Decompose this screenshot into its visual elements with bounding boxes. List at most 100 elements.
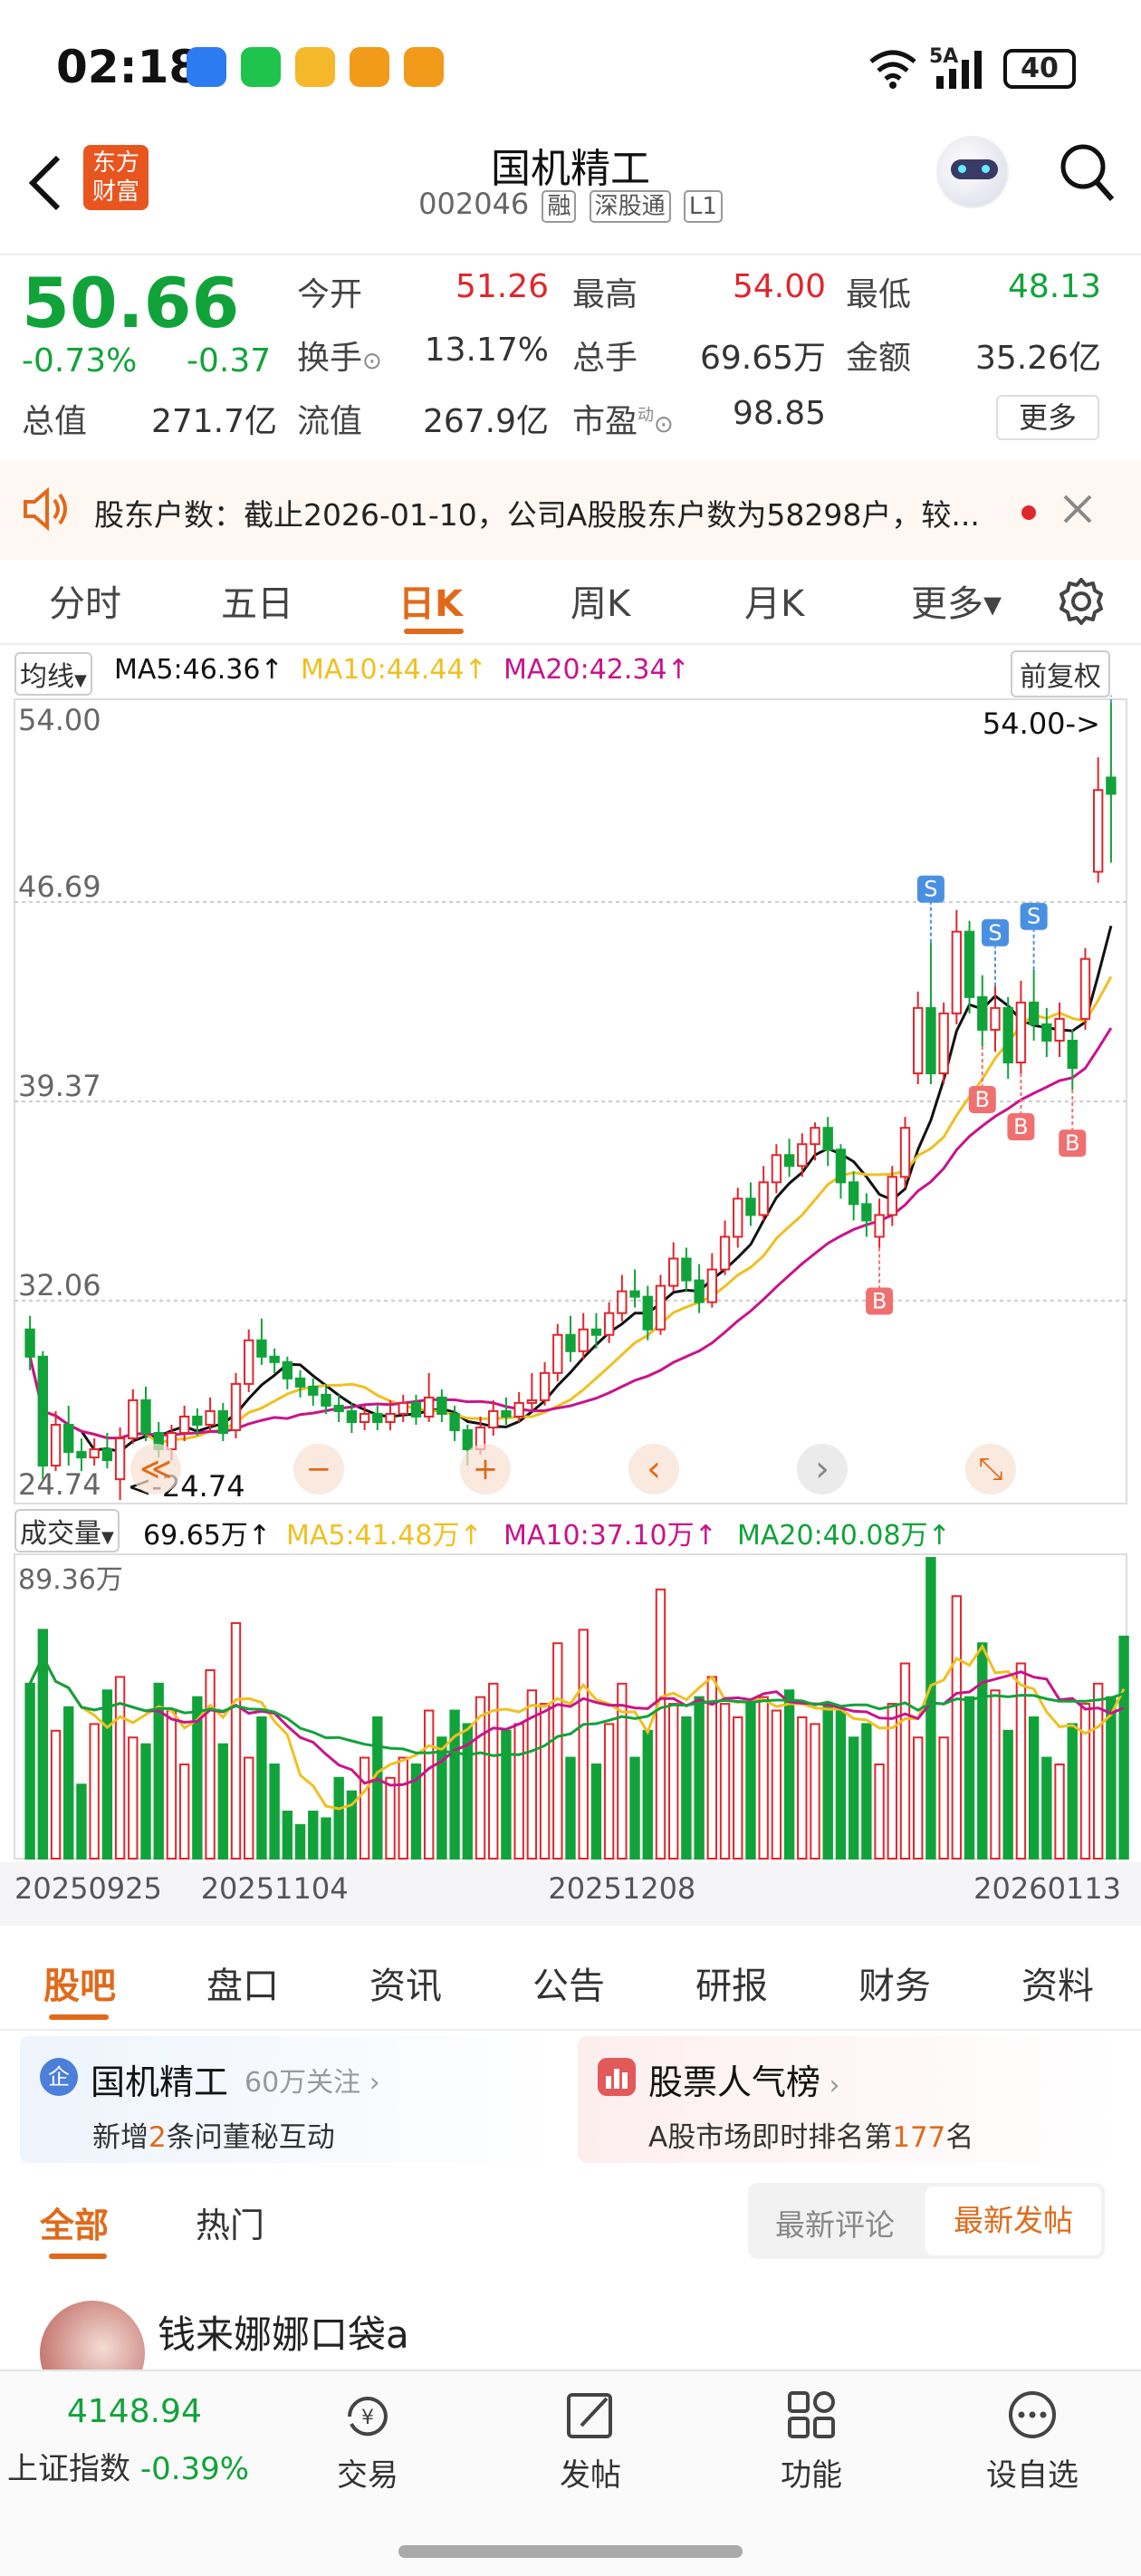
nav-trade[interactable]: ¥ 交易 [295, 2389, 440, 2494]
feed-tab-hot[interactable]: 热门 [196, 2206, 265, 2245]
settings-gear-icon[interactable] [1056, 576, 1107, 627]
candle-body [990, 1006, 1001, 1031]
candle-body [617, 1290, 628, 1314]
volume-bar [1067, 1723, 1078, 1860]
max-price-label: 54.00-> [983, 706, 1100, 741]
tab-more[interactable]: 更多▾ [911, 583, 1002, 625]
candle-body [192, 1415, 203, 1426]
tab-weekly-k[interactable]: 周K [570, 583, 631, 625]
nav-post[interactable]: 发帖 [518, 2389, 663, 2494]
tab-daily-k[interactable]: 日K [398, 583, 463, 625]
tab-intraday[interactable]: 分时 [49, 583, 121, 625]
tab-financials[interactable]: 财务 [858, 1966, 931, 2007]
volume-bar [951, 1595, 963, 1860]
post-author[interactable]: 钱来娜娜口袋a [158, 2312, 409, 2357]
robot-assistant-icon[interactable] [936, 136, 1009, 208]
volume-bar [423, 1709, 435, 1860]
candle-body [590, 1328, 602, 1336]
candle-body [565, 1333, 576, 1352]
volume-bar [810, 1723, 820, 1860]
volume-bar [282, 1810, 293, 1860]
date-axis-band [0, 1862, 1141, 1926]
fullscreen-button[interactable]: ⤡ [965, 1444, 1016, 1495]
candle-body [114, 1437, 126, 1481]
search-icon[interactable] [1058, 141, 1117, 205]
volume-bar [1079, 1703, 1091, 1860]
ma5-value: MA5:46.36↑ [114, 654, 283, 686]
sell-marker [916, 875, 944, 903]
popularity-card[interactable]: 股票人气榜 › A股市场即时排名第177名 [578, 2036, 1121, 2163]
x-tick-label: 20251208 [548, 1871, 695, 1906]
zoom-out-button[interactable]: − [293, 1444, 344, 1495]
candle-body [745, 1197, 756, 1216]
tab-five-day[interactable]: 五日 [221, 583, 293, 625]
feed-tab-all[interactable]: 全部 [40, 2206, 110, 2245]
tab-announcements[interactable]: 公告 [532, 1966, 605, 2007]
battery-level: 40 [1021, 53, 1059, 84]
grid-functions-icon [788, 2391, 835, 2438]
nav-watchlist-settings[interactable]: 设自选 [960, 2389, 1105, 2494]
candle-body [513, 1401, 524, 1418]
vol-ma20-value: MA20:40.08万↑ [737, 1520, 951, 1552]
pe-label[interactable]: 市盈动⊙ [572, 403, 674, 440]
info-icon[interactable]: ⊙ [654, 411, 674, 438]
market-cap-value: 271.7亿 [150, 403, 277, 440]
volume-bar [655, 1588, 666, 1860]
tab-profile[interactable]: 资料 [1021, 1966, 1094, 2007]
index-value[interactable]: 4148.94 [67, 2393, 202, 2430]
avatar[interactable] [40, 2301, 145, 2373]
adjust-button[interactable]: 前复权 [1011, 650, 1110, 697]
volume-bar [1015, 1662, 1027, 1860]
vol-ma10-value: MA10:37.10万↑ [503, 1520, 717, 1552]
tab-monthly-k[interactable]: 月K [744, 583, 805, 625]
volume-indicator-select[interactable]: 成交量▼ [14, 1509, 120, 1552]
stock-bar-card[interactable]: 企 国机精工 60万关注 › 新增2条问董秘互动 [20, 2036, 563, 2163]
scroll-right-button[interactable]: › [797, 1444, 848, 1495]
turnover-label[interactable]: 换手⊙ [297, 340, 382, 377]
volume-bar [359, 1756, 370, 1860]
tab-news[interactable]: 资讯 [369, 1966, 442, 2007]
sort-latest-post[interactable]: 最新发帖 [925, 2187, 1101, 2255]
candle-body [449, 1412, 460, 1432]
volume-bar [178, 1763, 190, 1860]
candle-body [977, 995, 988, 1031]
indicator-select[interactable]: 均线▼ [14, 652, 92, 696]
more-button[interactable]: 更多 [996, 395, 1099, 440]
candle-body [913, 1006, 924, 1075]
notice-text[interactable]: 股东户数：截止2026-01-10，公司A股股东户数为58298户，较... [94, 497, 980, 533]
tab-order-book[interactable]: 盘口 [206, 1966, 279, 2007]
x-tick-label: 20251104 [201, 1871, 349, 1906]
volume-chart[interactable]: 89.36万 20250925 20251104 20251208 20260113 [0, 1551, 1141, 1931]
candle-body [346, 1409, 358, 1423]
candle-body [89, 1448, 100, 1459]
candle-body [217, 1409, 228, 1435]
candle-body [333, 1404, 344, 1412]
zoom-in-button[interactable]: + [460, 1444, 511, 1495]
sort-toggle: 最新评论 最新发帖 [748, 2183, 1105, 2259]
candle-body [1067, 1039, 1078, 1070]
close-icon[interactable] [1061, 493, 1094, 525]
candle-body [719, 1235, 731, 1271]
sort-latest-comment[interactable]: 最新评论 [775, 2207, 895, 2243]
volume-bar [617, 1682, 628, 1860]
volume-bar [153, 1682, 164, 1860]
candle-body [1041, 1023, 1052, 1042]
nav-functions[interactable]: 功能 [739, 2389, 884, 2494]
post-item[interactable]: 钱来娜娜口袋a [0, 2292, 1141, 2373]
back-arrow-icon[interactable] [25, 154, 65, 212]
index-quote[interactable]: 上证指数 -0.39% [7, 2444, 249, 2488]
kline-chart[interactable]: 54.0046.6939.3732.0624.7454.00-><-24.74B… [0, 696, 1141, 1511]
volume-bar [642, 1729, 653, 1860]
scroll-left-button[interactable]: ‹ [628, 1444, 679, 1495]
stock-code: 002046 [418, 187, 530, 221]
notice-banner[interactable]: 股东户数：截止2026-01-10，公司A股股东户数为58298户，较... [0, 460, 1141, 560]
volume-bar [578, 1629, 589, 1860]
zoom-left-end-button[interactable]: ≪ [130, 1444, 181, 1495]
volume-max-label: 89.36万 [18, 1564, 123, 1596]
info-icon[interactable]: ⊙ [362, 348, 382, 375]
tab-research[interactable]: 研报 [695, 1966, 768, 2007]
buy-marker-label: B [1013, 1114, 1028, 1139]
tab-guba[interactable]: 股吧 [43, 1966, 116, 2007]
candle-body [1002, 1006, 1013, 1063]
volume-bar [488, 1682, 499, 1860]
